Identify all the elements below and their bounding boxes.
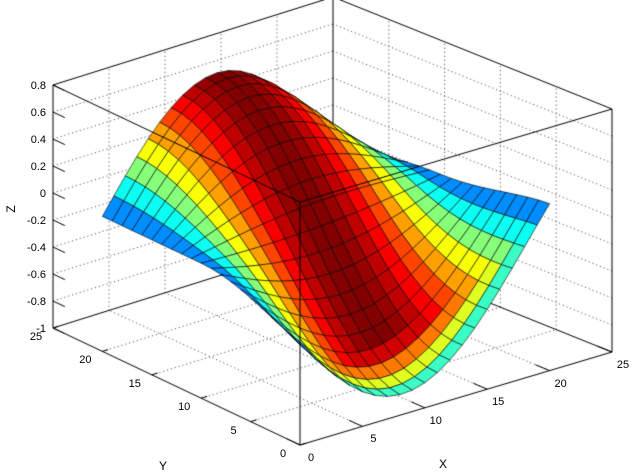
y-axis-label: Y (158, 459, 168, 473)
z-axis-label: Z (4, 205, 18, 213)
x-axis-label: X (438, 457, 448, 471)
